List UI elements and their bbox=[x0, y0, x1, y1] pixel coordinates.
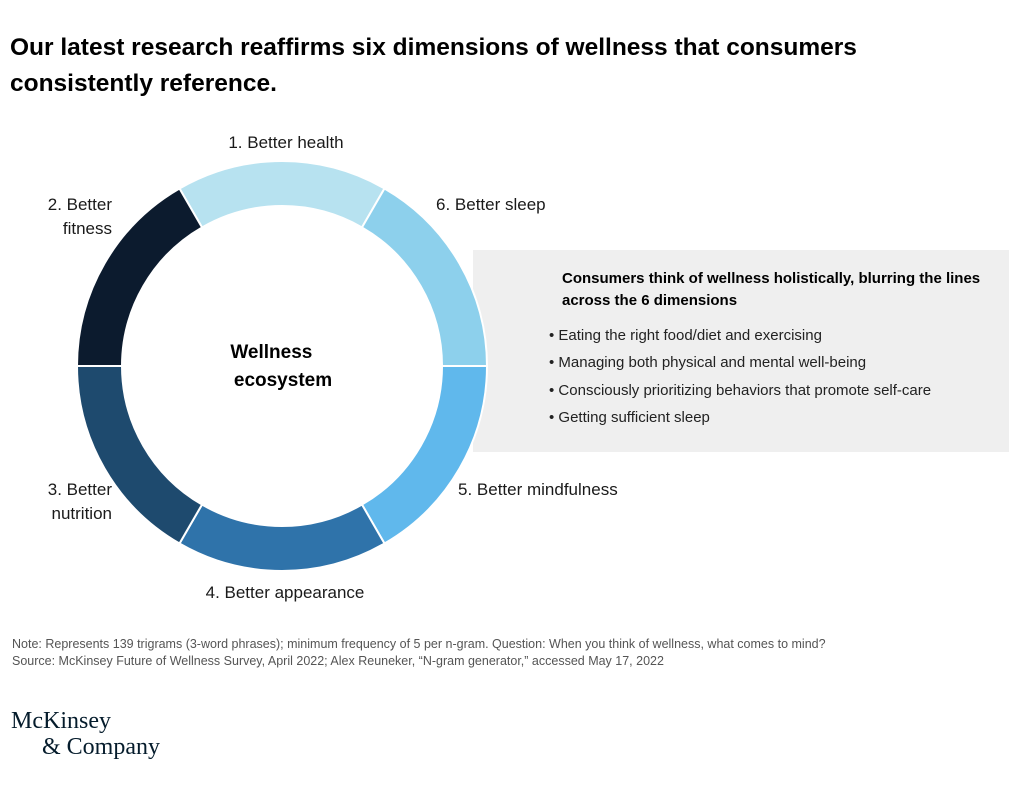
segment-label-line: 2. Better bbox=[48, 195, 113, 214]
segment-labels: 1. Better health 6. Better sleep 5. Better… bbox=[48, 133, 618, 602]
ring-segment-sleep bbox=[360, 187, 489, 367]
logo-line: McKinsey bbox=[11, 708, 111, 734]
segment-label-line: 4. Better appearance bbox=[206, 583, 365, 602]
segment-label-nutrition: 3. Better nutrition bbox=[48, 480, 113, 523]
segment-label-line: 5. Better mindfulness bbox=[458, 480, 618, 499]
segment-label-health: 1. Better health bbox=[228, 133, 343, 152]
callout-bullet-list: Eating the right food/diet and exercisin… bbox=[549, 325, 1004, 435]
segment-label-fitness: 2. Better fitness bbox=[48, 195, 113, 238]
logo-line: & Company bbox=[42, 734, 160, 760]
ring-segments bbox=[75, 160, 489, 572]
ring-segment-fitness bbox=[75, 187, 204, 367]
ring-segment-mindfulness bbox=[360, 365, 489, 545]
footnote: Note: Represents 139 trigrams (3-word ph… bbox=[12, 636, 1012, 670]
segment-label-mindfulness: 5. Better mindfulness bbox=[458, 480, 618, 499]
note-text: Note: Represents 139 trigrams (3-word ph… bbox=[12, 637, 826, 651]
segment-label-line: 3. Better bbox=[48, 480, 113, 499]
bullet-item: Managing both physical and mental well-b… bbox=[549, 352, 1004, 379]
source-text: Source: McKinsey Future of Wellness Surv… bbox=[12, 654, 664, 668]
mckinsey-logo: McKinsey & Company bbox=[11, 708, 160, 760]
bullet-item: Consciously prioritizing behaviors that … bbox=[549, 380, 1004, 407]
segment-label-line: nutrition bbox=[52, 504, 112, 523]
center-label: Wellness ecosystem bbox=[230, 342, 332, 391]
center-label-line: ecosystem bbox=[234, 370, 332, 391]
segment-label-line: 6. Better sleep bbox=[436, 195, 546, 214]
segment-label-sleep: 6. Better sleep bbox=[436, 195, 546, 214]
bullet-item: Eating the right food/diet and exercisin… bbox=[549, 325, 1004, 352]
page-title: Our latest research reaffirms six dimens… bbox=[10, 34, 857, 97]
ring-segment-health bbox=[178, 160, 386, 229]
center-label-line: Wellness bbox=[230, 342, 312, 363]
bullet-item: Getting sufficient sleep bbox=[549, 407, 1004, 434]
segment-label-appearance: 4. Better appearance bbox=[206, 583, 365, 602]
ring-segment-appearance bbox=[178, 503, 386, 572]
segment-label-line: 1. Better health bbox=[228, 133, 343, 152]
callout-heading: Consumers think of wellness holistically… bbox=[562, 270, 981, 309]
segment-label-line: fitness bbox=[63, 219, 112, 238]
